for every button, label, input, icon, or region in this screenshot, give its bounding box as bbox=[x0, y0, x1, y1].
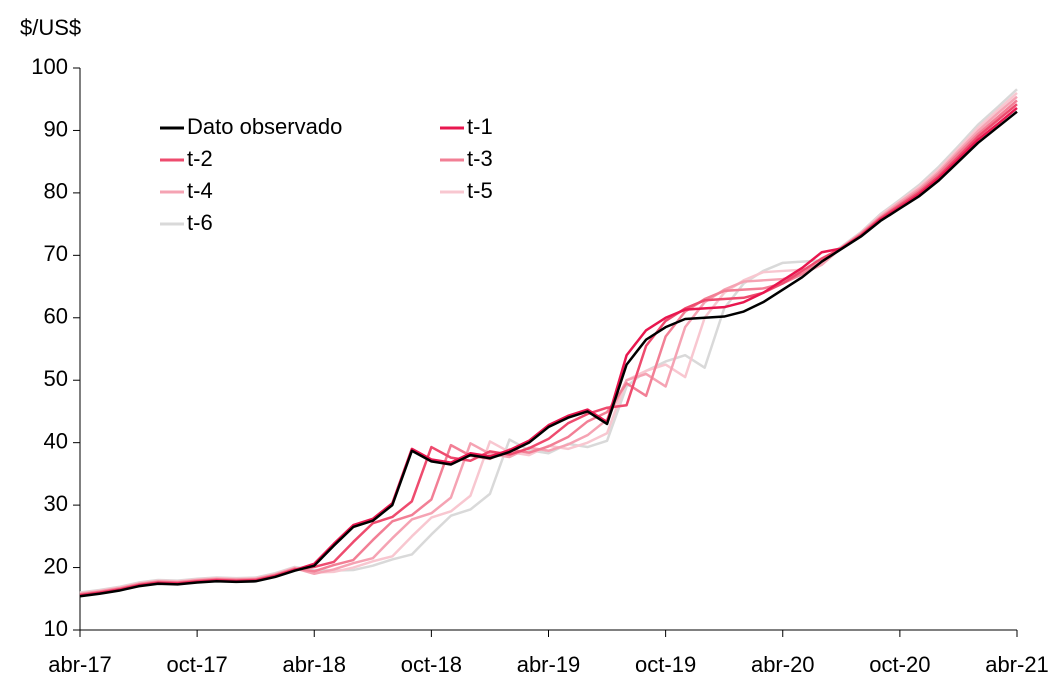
legend-label: t-2 bbox=[187, 146, 213, 171]
legend-label: t-4 bbox=[187, 178, 213, 203]
x-tick-label: oct-20 bbox=[869, 652, 930, 677]
x-tick-label: abr-17 bbox=[48, 652, 112, 677]
x-tick-label: abr-19 bbox=[517, 652, 581, 677]
x-tick-label: abr-20 bbox=[751, 652, 815, 677]
series-line bbox=[79, 106, 1018, 597]
legend-label: t-3 bbox=[467, 146, 493, 171]
series-line bbox=[79, 99, 1018, 596]
series-line bbox=[79, 103, 1018, 597]
y-tick-label: 10 bbox=[44, 616, 68, 641]
legend-label: t-6 bbox=[187, 210, 213, 235]
y-tick-label: 90 bbox=[44, 116, 68, 141]
y-tick-label: 20 bbox=[44, 553, 68, 578]
y-tick-label: 70 bbox=[44, 241, 68, 266]
x-tick-label: abr-18 bbox=[282, 652, 346, 677]
x-tick-label: abr-21 bbox=[985, 652, 1049, 677]
y-tick-label: 50 bbox=[44, 366, 68, 391]
y-axis-label: $/US$ bbox=[20, 15, 81, 40]
y-tick-label: 60 bbox=[44, 304, 68, 329]
y-tick-label: 30 bbox=[44, 491, 68, 516]
legend-label: t-1 bbox=[467, 114, 493, 139]
legend-label: t-5 bbox=[467, 178, 493, 203]
series-line bbox=[79, 110, 1018, 598]
series-line bbox=[79, 88, 1018, 594]
legend-label: Dato observado bbox=[187, 114, 342, 139]
x-tick-label: oct-19 bbox=[635, 652, 696, 677]
y-tick-label: 40 bbox=[44, 428, 68, 453]
series-line bbox=[79, 95, 1018, 596]
y-tick-label: 100 bbox=[31, 54, 68, 79]
y-tick-label: 80 bbox=[44, 179, 68, 204]
series-line bbox=[79, 92, 1018, 595]
x-tick-label: oct-17 bbox=[167, 652, 228, 677]
x-tick-label: oct-18 bbox=[401, 652, 462, 677]
